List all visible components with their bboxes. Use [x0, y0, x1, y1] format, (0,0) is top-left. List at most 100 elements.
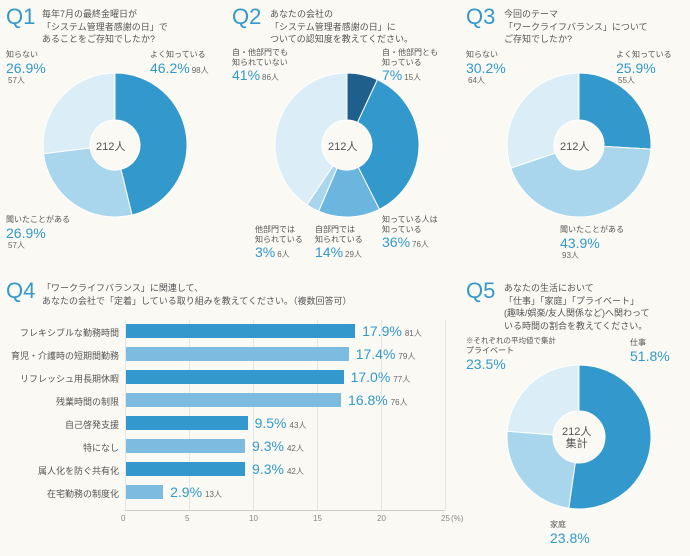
q5-slice1-callout: 家庭 23.8% — [550, 520, 590, 546]
q5-title: あなたの生活において「仕事」「家庭」「プライベート」(趣味/娯楽/友人関係など)… — [504, 282, 650, 332]
q1-slice1-cnt: 57人 — [8, 241, 25, 250]
q5-slice0-pct: 51.8% — [630, 348, 670, 364]
q4-bar-chart: 0510152025(%)フレキシブルな勤務時間17.9%81人育児・介護時の短… — [125, 320, 445, 530]
q4-bar — [126, 324, 355, 338]
q2-slice0-callout: 自・他部門とも知っている 7%15人 — [382, 48, 438, 84]
q3-slice1-pct: 43.9% — [560, 235, 600, 251]
q3-slice1-callout: 聞いたことがある 43.9%93人 — [560, 225, 624, 261]
q4-bar-label: フレキシブルな勤務時間 — [3, 326, 119, 339]
q3-center: 212人 — [560, 138, 589, 154]
q2-slice2-name: 自部門では知られている — [315, 225, 363, 244]
q1-slice2-name: 知らない — [6, 50, 46, 60]
q1-slice1-callout: 聞いたことがある 26.9%57人 — [6, 215, 70, 251]
q1-slice2-callout: 知らない 26.9%57人 — [6, 50, 46, 86]
q4-bar-value: 16.8%76人 — [348, 392, 408, 408]
q2-slice0-pct: 7% — [382, 67, 402, 83]
q2-title: あなたの会社の「システム管理者感謝の日」についての認知度を教えてください。 — [270, 8, 413, 46]
q4-xunit: (%) — [451, 514, 463, 523]
q2-slice1-name: 知っている人は知っている — [382, 215, 438, 234]
q5-label: Q5 — [466, 278, 495, 304]
q2-slice3-name: 他部門では知られている — [255, 225, 303, 244]
q4-bar-value: 9.5%43人 — [255, 415, 307, 431]
q1-slice0-name: よく知っている — [150, 50, 209, 60]
q4-xtick: 5 — [185, 514, 189, 523]
q2-slice4-callout: 自・他部門でも知られていない 41%86人 — [232, 48, 288, 84]
q4-bar — [126, 462, 245, 476]
q1-center: 212人 — [96, 138, 125, 154]
q3-slice0-name: よく知っている — [616, 50, 672, 60]
q4-bar — [126, 393, 341, 407]
q1-slice0-callout: よく知っている 46.2%98人 — [150, 50, 209, 76]
q4-bar-label: 育児・介護時の短期間勤務 — [3, 349, 119, 362]
q1-slice0-pct: 46.2% — [150, 60, 190, 76]
q4-bar-value: 9.3%42人 — [252, 438, 304, 454]
q5-slice2-pct: 23.5% — [466, 356, 506, 372]
q3-slice2-callout: 知らない 30.2%64人 — [466, 50, 506, 86]
q2-slice4-name: 自・他部門でも知られていない — [232, 48, 288, 67]
q4-bar-value: 17.0%77人 — [351, 369, 411, 385]
q1-title: 毎年7月の最終金曜日が「システム管理者感謝の日」であることをご存知でしたか? — [42, 8, 168, 46]
q5-slice2-name: プライベート — [466, 346, 514, 356]
q5-slice1-name: 家庭 — [550, 520, 590, 530]
q3-label: Q3 — [466, 4, 495, 30]
q4-bar-label: 在宅勤務の制度化 — [3, 487, 119, 500]
q4-xtick: 15 — [313, 514, 322, 523]
q5-slice0-callout: 仕事 51.8% — [630, 338, 670, 364]
q4-bar-label: 属人化を防ぐ共有化 — [3, 464, 119, 477]
q4-bar-value: 9.3%42人 — [252, 461, 304, 477]
q2-slice3-callout: 他部門では知られている 3%6人 — [255, 225, 303, 261]
q4-bar — [126, 370, 344, 384]
q1-slice1-pct: 26.9% — [6, 225, 46, 241]
q4-bar — [126, 485, 163, 499]
q4-bar-value: 2.9%13人 — [170, 484, 222, 500]
q3-slice2-name: 知らない — [466, 50, 506, 60]
q4-xtick: 20 — [377, 514, 386, 523]
q2-slice1-pct: 36% — [382, 234, 410, 250]
q2-slice2-callout: 自部門では知られている 14%29人 — [315, 225, 363, 261]
q5-slice2-callout: プライベート 23.5% — [466, 346, 514, 372]
q3-slice2-cnt: 64人 — [468, 76, 485, 85]
q4-bar — [126, 347, 349, 361]
q2-center: 212人 — [328, 138, 357, 154]
q4-bar-label: 残業時間の制限 — [3, 395, 119, 408]
q4-title: 「ワークライフバランス」に関連して、あなたの会社で「定着」している取り組みを教え… — [42, 282, 352, 307]
q1-slice1-name: 聞いたことがある — [6, 215, 70, 225]
q4-bar-value: 17.4%79人 — [356, 346, 416, 362]
q1-label: Q1 — [6, 4, 35, 30]
q4-bar-label: 自己啓発支援 — [3, 418, 119, 431]
q2-slice0-cnt: 15人 — [404, 73, 421, 82]
q1-slice2-pct: 26.9% — [6, 60, 46, 76]
q1-slice0-cnt: 98人 — [192, 66, 209, 75]
q3-title: 今回のテーマ「ワークライフバランス」についてご存知でしたか? — [504, 8, 648, 46]
q4-bar — [126, 439, 245, 453]
q4-xtick: 10 — [249, 514, 258, 523]
q4-xtick: 25 — [441, 514, 450, 523]
q2-slice0-name: 自・他部門とも知っている — [382, 48, 438, 67]
q2-label: Q2 — [232, 4, 261, 30]
q4-bar-value: 17.9%81人 — [362, 323, 422, 339]
q4-label: Q4 — [6, 278, 35, 304]
q3-slice0-pct: 25.9% — [616, 60, 656, 76]
q2-slice2-pct: 14% — [315, 244, 343, 260]
q3-slice0-cnt: 55人 — [618, 76, 635, 85]
q2-slice4-cnt: 86人 — [262, 73, 279, 82]
q3-slice0-callout: よく知っている 25.9%55人 — [616, 50, 672, 86]
q2-slice1-cnt: 76人 — [412, 240, 429, 249]
q3-slice1-name: 聞いたことがある — [560, 225, 624, 235]
q3-slice1-cnt: 93人 — [562, 251, 579, 260]
q4-bar-label: リフレッシュ用長期休暇 — [3, 372, 119, 385]
q1-slice2-cnt: 57人 — [8, 76, 25, 85]
q2-slice3-pct: 3% — [255, 244, 275, 260]
q2-slice2-cnt: 29人 — [345, 250, 362, 259]
q4-bar-label: 特になし — [3, 441, 119, 454]
q5-note: ※それぞれの平均値で集計 — [466, 336, 556, 347]
q3-slice2-pct: 30.2% — [466, 60, 506, 76]
q4-xtick: 0 — [121, 514, 125, 523]
q5-slice1-pct: 23.8% — [550, 530, 590, 546]
q4-bar — [126, 416, 248, 430]
q2-slice1-callout: 知っている人は知っている 36%76人 — [382, 215, 438, 251]
q5-center: 212人集計 — [562, 426, 591, 450]
q2-slice3-cnt: 6人 — [277, 250, 289, 259]
q2-slice4-pct: 41% — [232, 67, 260, 83]
q5-slice0-name: 仕事 — [630, 338, 670, 348]
